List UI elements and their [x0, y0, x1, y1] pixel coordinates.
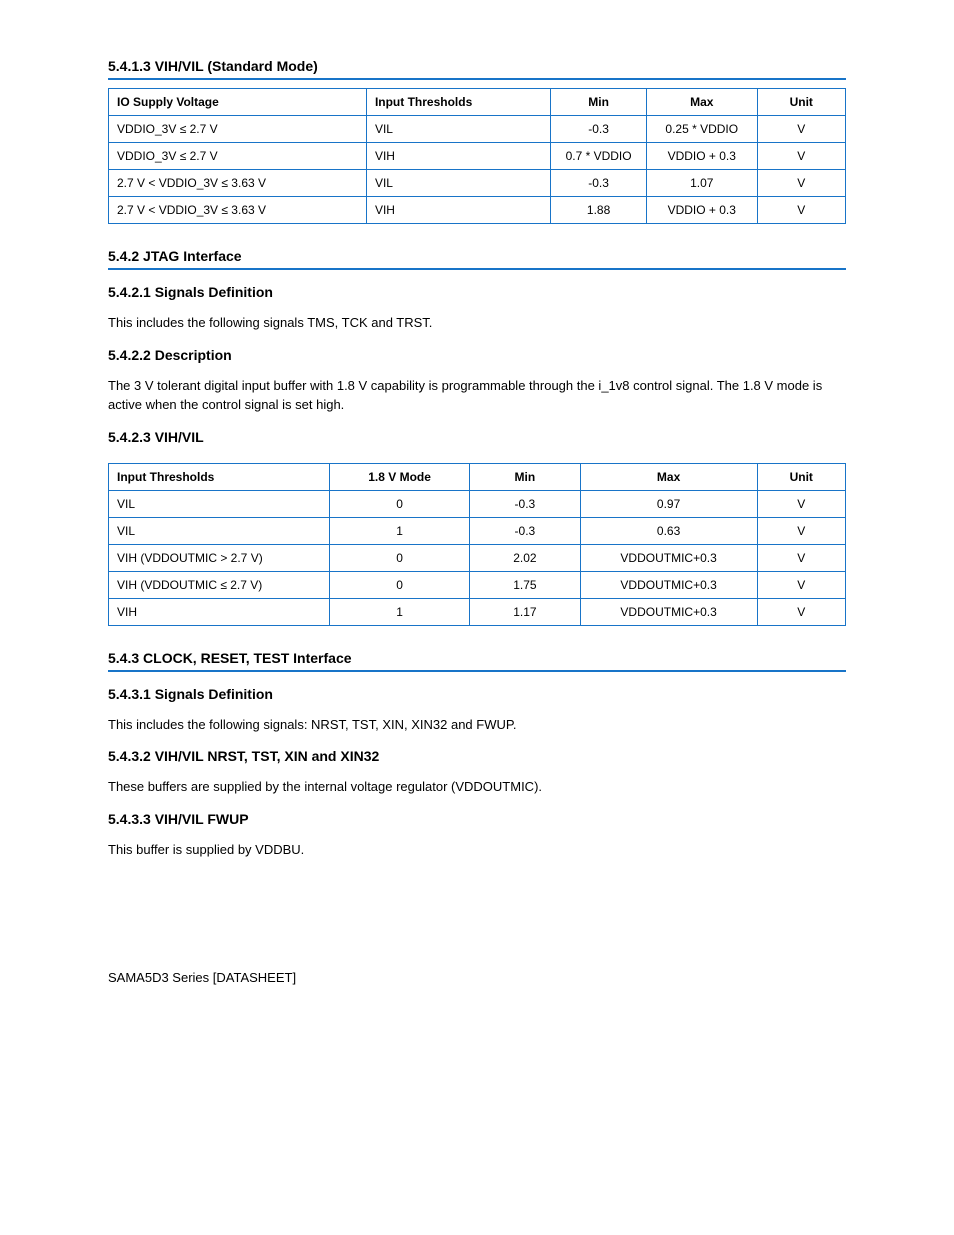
- table-cell: 0.25 * VDDIO: [646, 116, 757, 143]
- table-cell: -0.3: [551, 170, 647, 197]
- table-cell: VDDIO_3V ≤ 2.7 V: [109, 143, 367, 170]
- table-row: 2.7 V < VDDIO_3V ≤ 3.63 VVIL-0.31.07V: [109, 170, 846, 197]
- table-cell: VDDIO_3V ≤ 2.7 V: [109, 116, 367, 143]
- table-cell: 1.07: [646, 170, 757, 197]
- table-row: 2.7 V < VDDIO_3V ≤ 3.63 VVIH1.88VDDIO + …: [109, 197, 846, 224]
- paragraph: This buffer is supplied by VDDBU.: [108, 841, 846, 860]
- table-cell: VIH (VDDOUTMIC ≤ 2.7 V): [109, 571, 330, 598]
- table-cell: VIL: [109, 517, 330, 544]
- table-cell: 1: [330, 598, 470, 625]
- table-cell: 0: [330, 490, 470, 517]
- table-cell: 2.02: [470, 544, 581, 571]
- table-header-cell: Max: [646, 89, 757, 116]
- table-header-cell: Min: [470, 463, 581, 490]
- table-cell: -0.3: [470, 490, 581, 517]
- table-cell: VIL: [109, 490, 330, 517]
- section-rule: [108, 78, 846, 80]
- subsection-heading: 5.4.2.3 VIH/VIL: [108, 429, 846, 445]
- table-cell: 1.75: [470, 571, 581, 598]
- subsection-heading: 5.4.2.2 Description: [108, 347, 846, 363]
- table-cell: 0.7 * VDDIO: [551, 143, 647, 170]
- subsection-heading: 5.4.3.3 VIH/VIL FWUP: [108, 811, 846, 827]
- table-header-cell: IO Supply Voltage: [109, 89, 367, 116]
- table-cell: VDDIO + 0.3: [646, 143, 757, 170]
- section-heading: 5.4.2 JTAG Interface: [108, 248, 846, 264]
- table-row: VIL1-0.30.63V: [109, 517, 846, 544]
- jtag-vih-vil-table: Input Thresholds1.8 V ModeMinMaxUnitVIL0…: [108, 463, 846, 626]
- table-cell: V: [757, 170, 845, 197]
- table-cell: VDDIO + 0.3: [646, 197, 757, 224]
- section-rule: [108, 268, 846, 270]
- table-header-cell: Input Thresholds: [366, 89, 550, 116]
- table-row: VDDIO_3V ≤ 2.7 VVIL-0.30.25 * VDDIOV: [109, 116, 846, 143]
- table-header-cell: 1.8 V Mode: [330, 463, 470, 490]
- table-header-cell: Max: [580, 463, 757, 490]
- table-cell: V: [757, 197, 845, 224]
- table-cell: V: [757, 571, 845, 598]
- paragraph: The 3 V tolerant digital input buffer wi…: [108, 377, 846, 415]
- table-cell: V: [757, 143, 845, 170]
- table-cell: 1.17: [470, 598, 581, 625]
- paragraph: These buffers are supplied by the intern…: [108, 778, 846, 797]
- table-cell: 1: [330, 517, 470, 544]
- table-cell: VDDOUTMIC+0.3: [580, 544, 757, 571]
- table-header-cell: Unit: [757, 89, 845, 116]
- table-header-cell: Input Thresholds: [109, 463, 330, 490]
- table-cell: 1.88: [551, 197, 647, 224]
- table-row: VIH (VDDOUTMIC > 2.7 V)02.02VDDOUTMIC+0.…: [109, 544, 846, 571]
- table-cell: 0: [330, 571, 470, 598]
- subsection-heading: 5.4.2.1 Signals Definition: [108, 284, 846, 300]
- table-cell: 0: [330, 544, 470, 571]
- section-heading: 5.4.3 CLOCK, RESET, TEST Interface: [108, 650, 846, 666]
- table-cell: V: [757, 116, 845, 143]
- table-cell: VIH: [366, 197, 550, 224]
- paragraph: This includes the following signals TMS,…: [108, 314, 846, 333]
- table-row: VIH11.17VDDOUTMIC+0.3V: [109, 598, 846, 625]
- table-cell: 2.7 V < VDDIO_3V ≤ 3.63 V: [109, 170, 367, 197]
- table-cell: 0.63: [580, 517, 757, 544]
- section-heading: 5.4.1.3 VIH/VIL (Standard Mode): [108, 58, 846, 74]
- table-cell: V: [757, 490, 845, 517]
- table-cell: V: [757, 598, 845, 625]
- table-cell: -0.3: [470, 517, 581, 544]
- table-header-cell: Unit: [757, 463, 845, 490]
- table-cell: 2.7 V < VDDIO_3V ≤ 3.63 V: [109, 197, 367, 224]
- table-row: VIH (VDDOUTMIC ≤ 2.7 V)01.75VDDOUTMIC+0.…: [109, 571, 846, 598]
- vih-vil-standard-table: IO Supply VoltageInput ThresholdsMinMaxU…: [108, 88, 846, 224]
- table-row: VIL0-0.30.97V: [109, 490, 846, 517]
- table-cell: VIL: [366, 170, 550, 197]
- table-cell: -0.3: [551, 116, 647, 143]
- table-row: VDDIO_3V ≤ 2.7 VVIH0.7 * VDDIOVDDIO + 0.…: [109, 143, 846, 170]
- subsection-heading: 5.4.3.2 VIH/VIL NRST, TST, XIN and XIN32: [108, 748, 846, 764]
- table-cell: VIH: [109, 598, 330, 625]
- table-cell: V: [757, 517, 845, 544]
- table-cell: VDDOUTMIC+0.3: [580, 571, 757, 598]
- table-cell: VIL: [366, 116, 550, 143]
- table-cell: 0.97: [580, 490, 757, 517]
- page-footer: SAMA5D3 Series [DATASHEET]: [108, 970, 846, 985]
- paragraph: This includes the following signals: NRS…: [108, 716, 846, 735]
- section-rule: [108, 670, 846, 672]
- table-cell: VIH (VDDOUTMIC > 2.7 V): [109, 544, 330, 571]
- table-cell: VDDOUTMIC+0.3: [580, 598, 757, 625]
- table-cell: VIH: [366, 143, 550, 170]
- table-header-cell: Min: [551, 89, 647, 116]
- subsection-heading: 5.4.3.1 Signals Definition: [108, 686, 846, 702]
- table-cell: V: [757, 544, 845, 571]
